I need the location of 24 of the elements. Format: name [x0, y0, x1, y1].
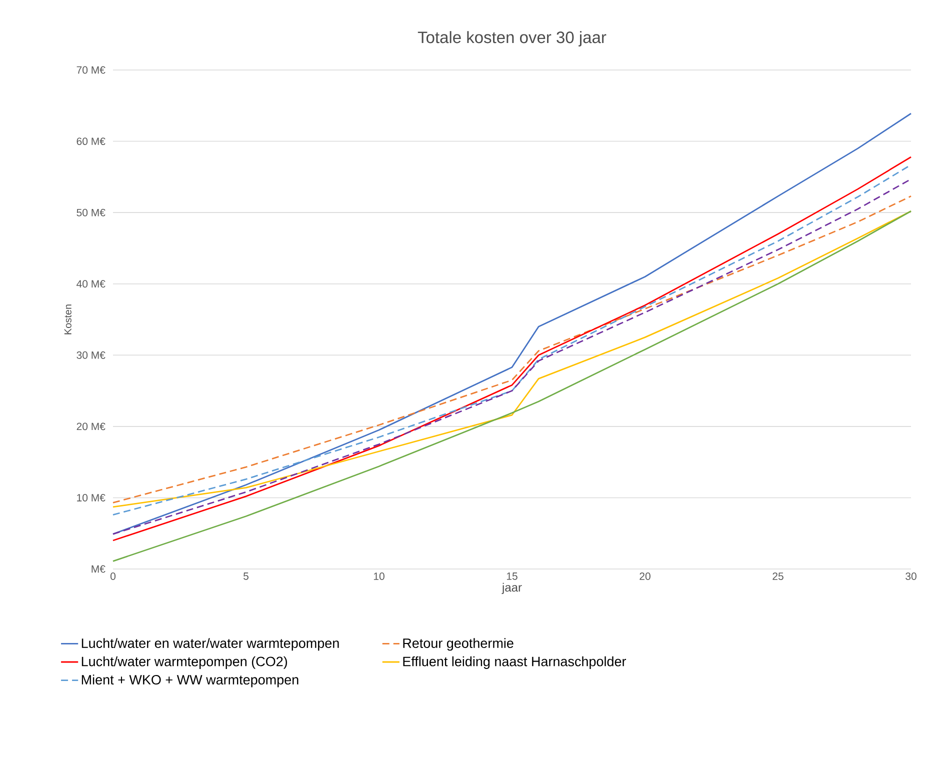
x-tick-label: 5	[244, 572, 248, 580]
y-tick-label: 30 M€	[76, 351, 106, 359]
y-tick-label: 10 M€	[77, 494, 106, 502]
legend-label: Mient + WKO + WW warmtepompen	[82, 674, 298, 688]
y-tick-label: M€	[92, 565, 106, 573]
y-tick-label: 40 M€	[76, 280, 106, 288]
legend-label: Lucht/water warmtepompen (CO2)	[82, 656, 288, 669]
x-tick-label: 20	[640, 572, 650, 580]
legend-label: Retour geothermie	[403, 638, 514, 651]
x-tick-label: 30	[906, 572, 916, 580]
x-tick-label: 15	[506, 572, 518, 580]
y-tick-label: 70 M€	[76, 66, 106, 74]
x-tick-label: 25	[772, 572, 784, 580]
x-axis-title: jaar	[502, 582, 522, 594]
y-tick-label: 50 M€	[76, 208, 106, 216]
x-tick-label: 0	[110, 572, 116, 580]
chart-title: Totale kosten over 30 jaar	[418, 31, 606, 46]
legend-label: Lucht/water en water/water warmtepompen	[82, 638, 339, 651]
x-tick-label: 10	[374, 572, 384, 580]
y-tick-label: 60 M€	[76, 138, 106, 146]
y-axis-title: Kosten	[64, 304, 72, 334]
legend-label: Effluent leiding naast Harnaschpolder	[403, 656, 626, 669]
line-series	[112, 210, 912, 562]
y-tick-label: 20 M€	[76, 422, 106, 430]
